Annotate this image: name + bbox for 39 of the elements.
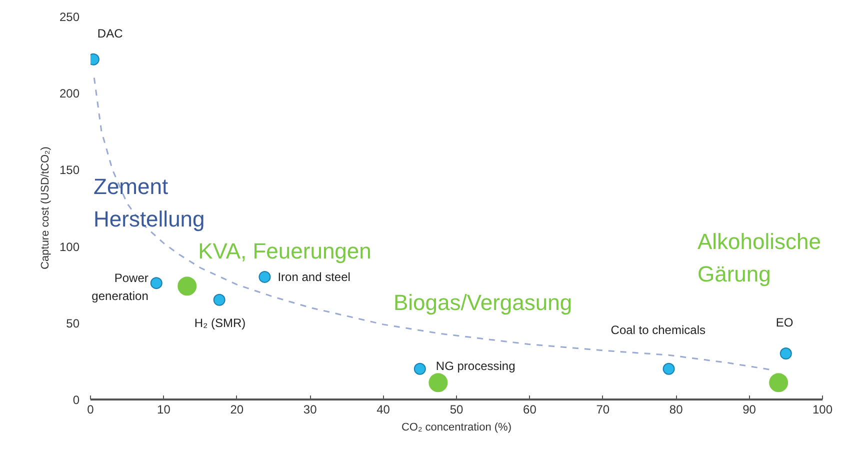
y-tick-label: 200 [59, 86, 80, 101]
x-tick-label: 10 [157, 402, 171, 416]
annotation: DAC [97, 26, 124, 40]
annotation: EO [776, 316, 794, 330]
x-tick-label: 20 [230, 402, 244, 416]
annotation: H₂ (SMR) [194, 316, 246, 330]
point [178, 276, 197, 296]
annotation: Iron and steel [278, 270, 350, 284]
point [414, 362, 426, 375]
point [780, 348, 792, 360]
y-tick-label: 50 [66, 316, 80, 330]
x-tick-label: 80 [669, 402, 684, 416]
x-tick-label: 90 [742, 402, 756, 416]
annotation: Power generation [92, 270, 148, 304]
annotation: Zement Herstellung [94, 174, 205, 232]
point [428, 373, 448, 392]
x-tick-label: 0 [87, 402, 94, 416]
y-axis-title: Capture cost (USD/tCO₂) [39, 146, 52, 270]
x-axis-title: CO₂ concentration (%) [401, 422, 512, 434]
y-tick-label: 0 [72, 393, 80, 407]
x-tick-label: 100 [812, 402, 833, 416]
y-tick-label: 150 [59, 163, 80, 178]
point [150, 277, 162, 290]
point [769, 373, 788, 392]
point [662, 362, 675, 375]
x-tick-label: 30 [303, 402, 318, 416]
annotation: Coal to chemicals [610, 322, 706, 337]
x-tick-label: 50 [450, 402, 464, 416]
annotation: KVA, Feuerungen [198, 238, 372, 264]
annotation: Alkoholische Gärung [698, 228, 822, 286]
y-tick-label: 250 [59, 10, 80, 24]
x-tick-label: 70 [596, 402, 610, 416]
point [258, 270, 271, 283]
annotation: NG processing [436, 358, 516, 373]
point [213, 294, 226, 306]
x-tick-label: 60 [523, 402, 537, 416]
annotation: Biogas/Vergasung [394, 290, 572, 315]
y-tick-label: 100 [59, 240, 80, 254]
x-tick-label: 40 [376, 402, 390, 416]
